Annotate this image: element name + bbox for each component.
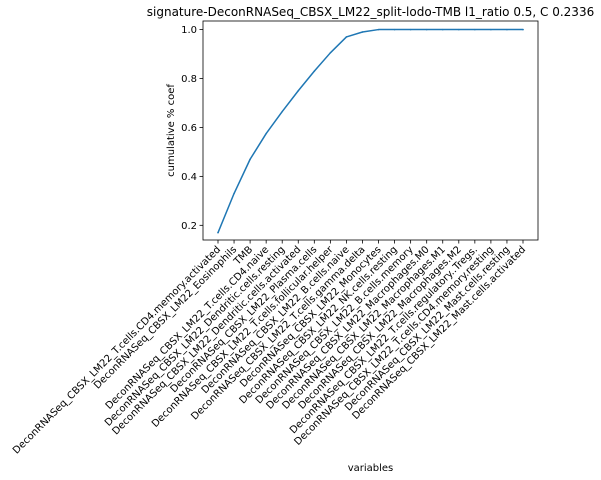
y-tick-label: 1.0 — [181, 25, 197, 36]
data-point — [249, 158, 251, 161]
data-point — [217, 231, 219, 234]
data-point — [490, 28, 492, 31]
data-point — [345, 36, 348, 38]
y-tick-label: 0.2 — [181, 221, 197, 232]
chart-title: signature-DeconRNASeq_CBSX_LM22_split-lo… — [147, 5, 594, 19]
y-tick-label: 0.8 — [181, 74, 197, 85]
data-point — [522, 28, 524, 31]
series-line — [217, 28, 524, 234]
data-point — [506, 28, 508, 31]
y-axis-label: cumulative % coef — [166, 84, 177, 177]
data-point — [441, 28, 444, 31]
data-point — [409, 28, 412, 31]
data-point — [281, 110, 283, 113]
data-point — [393, 28, 396, 31]
data-point — [233, 192, 235, 195]
y-ticks: 0.2 0.4 0.6 0.8 1.0 — [181, 25, 203, 232]
data-point — [425, 28, 428, 31]
data-point — [458, 28, 460, 31]
data-point — [265, 132, 267, 135]
plot-area — [202, 20, 539, 241]
y-tick-label: 0.4 — [181, 172, 197, 183]
data-point — [361, 31, 364, 33]
data-point — [297, 89, 300, 92]
x-axis-label: variables — [348, 463, 394, 474]
data-point — [377, 28, 380, 31]
data-point — [329, 52, 332, 54]
y-tick-label: 0.6 — [181, 123, 197, 134]
data-point — [474, 28, 476, 31]
data-point — [313, 70, 316, 72]
series-line-group — [217, 28, 524, 234]
x-ticks: DeconRNASeq_CBSX_LM22_T.cells.CD4.memory… — [11, 240, 528, 456]
